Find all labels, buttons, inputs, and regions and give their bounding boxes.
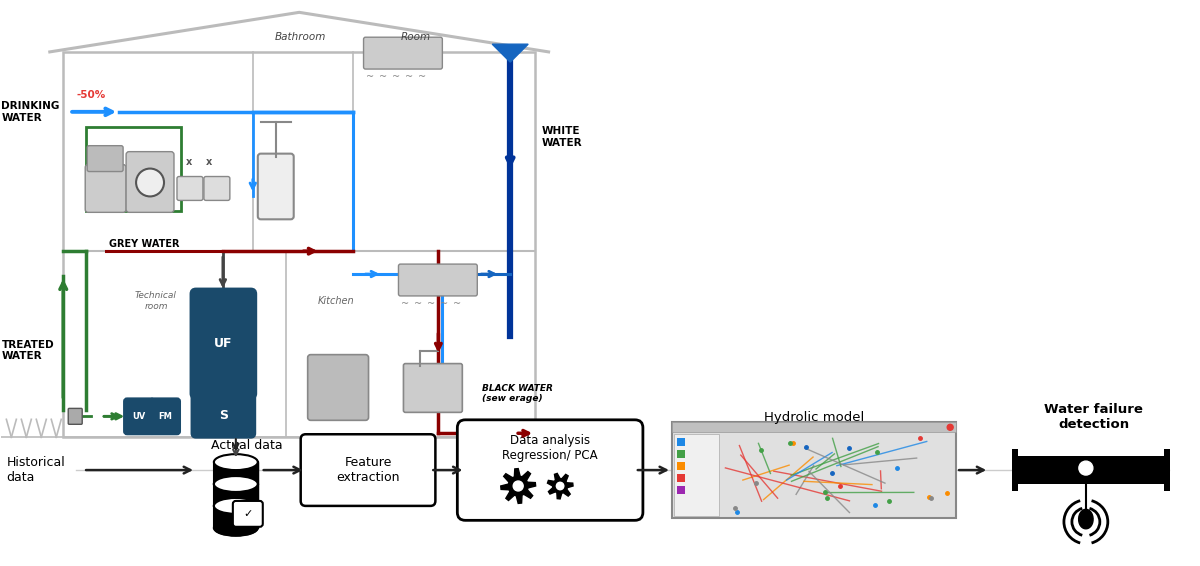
Text: Feature
extraction: Feature extraction — [336, 456, 400, 484]
Ellipse shape — [214, 520, 258, 536]
Text: UF: UF — [214, 337, 233, 350]
Bar — [677, 462, 685, 470]
Text: TREATED
WATER: TREATED WATER — [1, 340, 54, 362]
Text: Hydrolic model: Hydrolic model — [764, 411, 865, 424]
FancyBboxPatch shape — [124, 398, 154, 434]
Text: Water failure
detection: Water failure detection — [1044, 404, 1144, 431]
Text: Technical
room: Technical room — [136, 291, 176, 311]
Polygon shape — [500, 469, 535, 503]
Text: ~: ~ — [401, 299, 409, 309]
Circle shape — [1079, 461, 1093, 475]
FancyBboxPatch shape — [301, 434, 436, 506]
Ellipse shape — [214, 498, 258, 514]
FancyBboxPatch shape — [672, 422, 956, 432]
Circle shape — [557, 482, 564, 490]
Ellipse shape — [214, 454, 258, 470]
FancyBboxPatch shape — [176, 177, 203, 200]
Circle shape — [514, 481, 523, 491]
Text: UV: UV — [132, 412, 145, 421]
Ellipse shape — [214, 476, 258, 492]
FancyBboxPatch shape — [88, 145, 124, 171]
FancyBboxPatch shape — [191, 289, 256, 398]
Text: ~: ~ — [406, 72, 414, 82]
Bar — [677, 450, 685, 458]
Text: ~: ~ — [440, 299, 449, 309]
Text: ✓: ✓ — [244, 509, 252, 519]
Text: ~: ~ — [392, 72, 401, 82]
FancyBboxPatch shape — [672, 422, 956, 518]
Text: Kitchen: Kitchen — [317, 296, 354, 306]
Text: $\mathbf{x}$: $\mathbf{x}$ — [185, 157, 193, 166]
Ellipse shape — [214, 520, 258, 536]
FancyBboxPatch shape — [457, 420, 643, 520]
FancyBboxPatch shape — [68, 409, 83, 424]
Text: Actual data: Actual data — [211, 439, 282, 452]
Bar — [1012, 449, 1018, 491]
Circle shape — [947, 424, 953, 430]
Text: Data analysis
Regression/ PCA: Data analysis Regression/ PCA — [503, 434, 598, 462]
Text: Historical
data: Historical data — [6, 456, 65, 484]
Text: ~: ~ — [454, 299, 461, 309]
Text: Room: Room — [401, 32, 431, 42]
Bar — [677, 474, 685, 482]
Text: DRINKING
WATER: DRINKING WATER — [1, 101, 60, 123]
Bar — [677, 438, 685, 446]
Bar — [64, 52, 535, 438]
Polygon shape — [492, 44, 528, 62]
Bar — [1016, 456, 1165, 484]
Text: FM: FM — [158, 412, 172, 421]
FancyBboxPatch shape — [258, 153, 294, 219]
FancyBboxPatch shape — [307, 355, 368, 421]
FancyBboxPatch shape — [674, 434, 719, 516]
Ellipse shape — [214, 498, 258, 514]
FancyBboxPatch shape — [126, 152, 174, 212]
Text: ~: ~ — [419, 72, 426, 82]
FancyBboxPatch shape — [233, 501, 263, 527]
Text: -50%: -50% — [77, 90, 106, 100]
Bar — [1164, 449, 1170, 491]
FancyBboxPatch shape — [150, 398, 180, 434]
Text: Bathroom: Bathroom — [275, 32, 326, 42]
Text: WHITE
WATER: WHITE WATER — [542, 126, 583, 148]
Circle shape — [136, 169, 164, 196]
Polygon shape — [547, 473, 574, 499]
Polygon shape — [1079, 509, 1093, 529]
Text: ~: ~ — [379, 72, 388, 82]
FancyBboxPatch shape — [403, 363, 462, 413]
FancyBboxPatch shape — [192, 395, 254, 438]
FancyBboxPatch shape — [364, 37, 443, 69]
Text: $\mathbf{x}$: $\mathbf{x}$ — [205, 157, 212, 166]
Text: S: S — [218, 409, 228, 422]
Ellipse shape — [214, 476, 258, 492]
FancyBboxPatch shape — [204, 177, 230, 200]
Bar — [677, 486, 685, 494]
Text: ~: ~ — [366, 72, 374, 82]
FancyBboxPatch shape — [85, 165, 126, 212]
FancyBboxPatch shape — [398, 264, 478, 296]
Bar — [86, 127, 181, 211]
Text: BLACK WATER
(sew erage): BLACK WATER (sew erage) — [482, 384, 553, 403]
Text: ~: ~ — [414, 299, 422, 309]
Text: ~: ~ — [427, 299, 436, 309]
Text: GREY WATER: GREY WATER — [109, 239, 180, 249]
